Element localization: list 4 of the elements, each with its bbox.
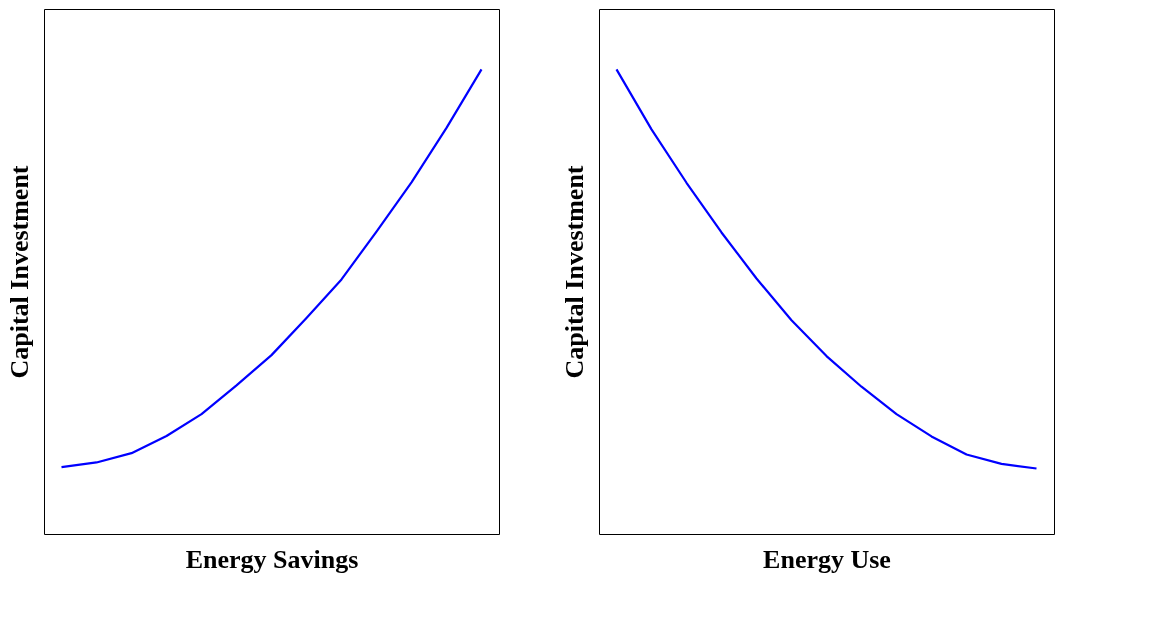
x-axis-title: Energy Use	[763, 544, 891, 574]
x-axis-title: Energy Savings	[185, 544, 359, 574]
y-axis-title: Capital Investment	[4, 165, 34, 379]
y-axis-title: Capital Investment	[559, 165, 589, 379]
